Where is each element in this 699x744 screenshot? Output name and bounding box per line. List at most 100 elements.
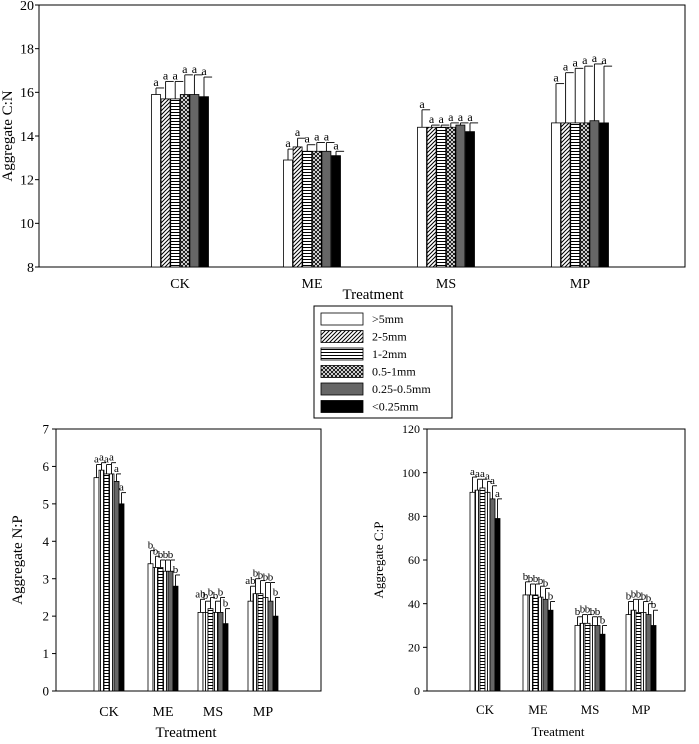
significance-label: a — [429, 112, 435, 126]
bar — [650, 625, 657, 692]
bar — [455, 124, 466, 268]
significance-label: a — [573, 55, 579, 69]
y-tick-label: 14 — [20, 130, 34, 145]
bar — [147, 563, 154, 692]
bar — [267, 600, 274, 692]
significance-label: b — [580, 604, 586, 616]
legend-swatch — [320, 312, 364, 326]
significance-label: a — [94, 454, 99, 466]
y-axis-label: Aggregate C:N — [0, 90, 16, 181]
significance-label: a — [192, 62, 198, 76]
x-tick-label: ME — [302, 277, 323, 292]
significance-label: a — [563, 60, 569, 74]
legend-swatch — [320, 330, 364, 343]
significance-label: b — [543, 577, 549, 589]
x-tick-label: ME — [528, 702, 548, 717]
bar — [302, 150, 313, 268]
bar — [162, 570, 169, 692]
significance-label: a — [601, 53, 607, 67]
y-tick-label: 2 — [43, 609, 50, 624]
x-tick-label: MP — [570, 277, 590, 292]
bar — [292, 146, 303, 268]
x-tick-label: MS — [203, 705, 223, 720]
y-tick-label: 100 — [402, 466, 420, 480]
bar — [151, 94, 161, 268]
bar — [489, 498, 496, 692]
significance-label: b — [636, 588, 642, 600]
bar — [217, 612, 224, 692]
bar — [202, 612, 209, 692]
significance-label: ab — [195, 588, 206, 600]
y-tick-label: 8 — [27, 261, 34, 276]
bar — [170, 98, 181, 268]
y-tick-label: 120 — [402, 422, 420, 436]
significance-label: a — [295, 125, 301, 139]
significance-label: ab — [245, 575, 256, 587]
significance-label: b — [218, 586, 224, 598]
y-tick-label: 7 — [43, 422, 50, 437]
y-tick-label: 1 — [43, 646, 50, 661]
bar — [321, 150, 332, 268]
x-tick-label: CK — [99, 705, 118, 720]
bar — [167, 570, 174, 692]
legend-label: 0.25-0.5mm — [372, 382, 431, 396]
bar — [625, 614, 632, 692]
y-axis-label: Aggregate N:P — [10, 515, 26, 605]
significance-label: b — [523, 571, 529, 583]
y-ticks: 0 1 2 3 4 5 6 7 CK ME MS MP — [43, 422, 274, 720]
bar — [560, 122, 571, 268]
legend-label: 1-2mm — [372, 347, 407, 361]
bar — [108, 473, 115, 692]
bar — [635, 612, 642, 692]
significance-label: b — [651, 599, 657, 611]
significance-label: a — [119, 482, 124, 494]
significance-label: b — [548, 590, 554, 602]
x-tick-label: CK — [170, 277, 189, 292]
significance-label: a — [182, 62, 188, 76]
bar — [272, 615, 279, 692]
y-tick-label: 5 — [43, 496, 50, 511]
bar — [98, 469, 105, 692]
bar — [599, 633, 606, 692]
significance-label: b — [203, 590, 209, 602]
y-tick-label: 20 — [20, 0, 34, 14]
significance-label: a — [475, 468, 480, 480]
bar — [527, 594, 534, 692]
significance-label: b — [163, 549, 169, 561]
legend-swatch — [320, 365, 364, 378]
significance-label: a — [153, 75, 159, 89]
significance-label: a — [333, 138, 339, 152]
bar — [436, 126, 447, 268]
significance-label: a — [448, 110, 454, 124]
bar — [532, 594, 539, 692]
significance-label: b — [631, 588, 637, 600]
bar — [311, 150, 322, 268]
bar — [252, 593, 259, 692]
significance-label: a — [99, 452, 104, 464]
significance-label: b — [168, 549, 174, 561]
legend-label: 2-5mm — [372, 330, 407, 344]
bar — [640, 612, 647, 692]
legend-label: 0.5-1mm — [372, 365, 416, 379]
bar — [179, 94, 190, 268]
y-tick-label: 16 — [20, 86, 34, 101]
significance-label: a — [495, 488, 500, 500]
significance-label: a — [485, 470, 490, 482]
bar — [574, 625, 581, 692]
bar — [551, 122, 561, 268]
bar — [522, 594, 529, 692]
bar — [445, 126, 456, 268]
bar — [542, 598, 549, 692]
bar — [93, 477, 100, 692]
significance-label: b — [585, 604, 591, 616]
significance-label: b — [575, 606, 581, 618]
bar — [469, 491, 476, 692]
bar — [160, 98, 171, 268]
bar — [283, 159, 293, 268]
significance-label: b — [533, 573, 539, 585]
significance-label: a — [458, 110, 464, 124]
